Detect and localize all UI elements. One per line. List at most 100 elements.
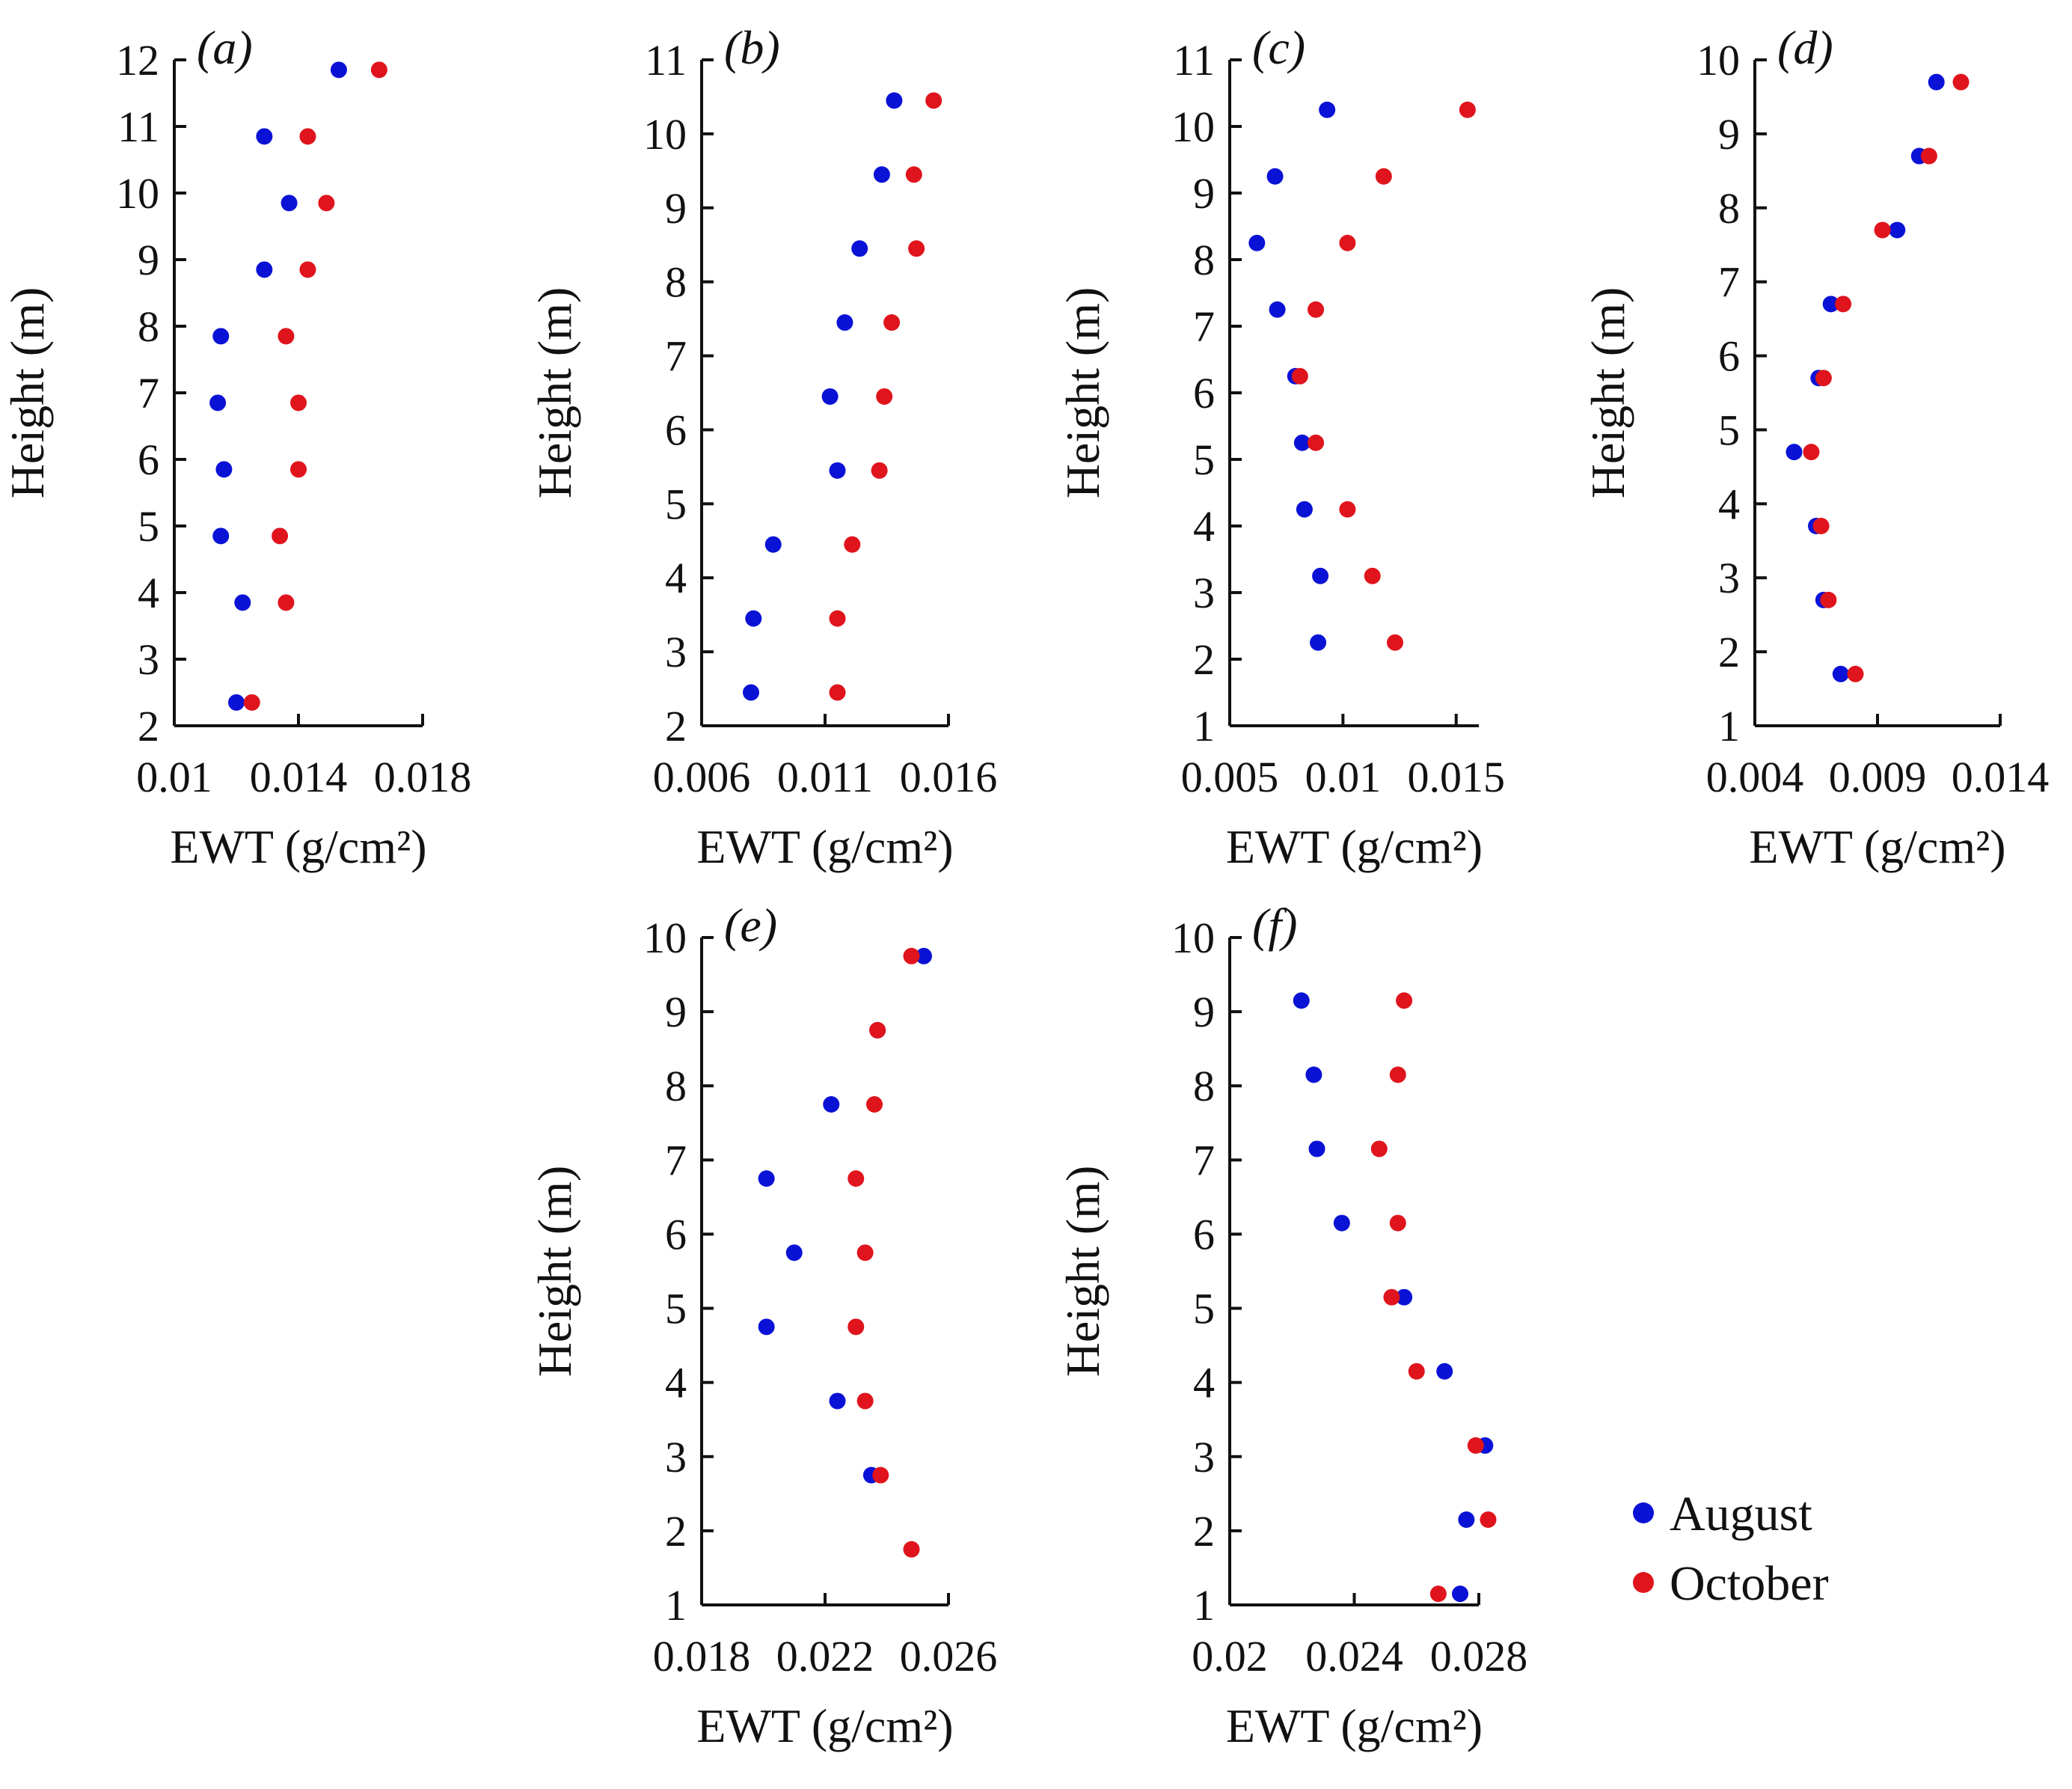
y-tick-label: 10 xyxy=(643,110,687,159)
data-point-october xyxy=(299,261,316,278)
data-point-october xyxy=(1812,518,1830,534)
data-point-august xyxy=(758,1170,775,1187)
y-tick-label: 6 xyxy=(665,406,687,454)
data-point-august xyxy=(1248,234,1266,251)
y-tick-label: 2 xyxy=(665,702,687,750)
x-tick-label: 0.018 xyxy=(653,1632,751,1681)
x-tick-label: 0.014 xyxy=(250,753,348,801)
y-tick-label: 3 xyxy=(665,1433,687,1481)
data-point-october xyxy=(872,1467,889,1484)
data-point-august xyxy=(1312,567,1329,584)
data-point-october xyxy=(1308,434,1325,451)
y-tick-label: 1 xyxy=(1193,1581,1215,1630)
y-tick-label: 10 xyxy=(116,169,159,218)
y-tick-label: 5 xyxy=(138,502,159,551)
data-point-august xyxy=(1452,1585,1469,1603)
y-tick-label: 4 xyxy=(665,554,687,602)
series-august xyxy=(1293,992,1494,1603)
y-tick-label: 7 xyxy=(665,332,687,381)
x-tick-label: 0.016 xyxy=(900,753,998,801)
data-point-august xyxy=(1832,665,1849,682)
data-point-october xyxy=(876,388,893,405)
data-point-october xyxy=(1408,1363,1425,1380)
chart-panel-e: 1 2 3 4 5 6 7 8 9 10 0.018 0.022 0.026 EWT (g/cm²) Hei… xyxy=(528,899,997,1752)
data-point-august xyxy=(1269,301,1286,318)
y-axis-title: Height (m) xyxy=(528,1166,581,1377)
data-point-august xyxy=(743,684,759,701)
x-tick-label: 0.01 xyxy=(136,753,212,801)
y-tick-label: 4 xyxy=(138,569,159,617)
y-tick-label: 5 xyxy=(665,1285,687,1333)
chart-panel-f: 1 2 3 4 5 6 7 8 9 10 0.02 0.024 0.028 EWT (g/cm²) Heig… xyxy=(1056,899,1527,1752)
x-axis-title: EWT (g/cm²) xyxy=(170,820,426,873)
y-axis-title: Height (m) xyxy=(1056,1166,1109,1377)
series-august xyxy=(1786,73,1945,682)
data-point-august xyxy=(916,947,932,964)
y-tick-label: 11 xyxy=(1173,36,1215,85)
x-tick-label: 0.004 xyxy=(1706,753,1804,801)
series-august xyxy=(209,61,347,711)
chart-panel-c: 1 2 3 4 5 6 7 8 9 10 11 0.005 0.01 0.015 EWT (g/cm²) He… xyxy=(1056,21,1505,873)
data-point-october xyxy=(1480,1511,1497,1529)
data-point-august xyxy=(1889,221,1906,239)
x-axis-title: EWT (g/cm²) xyxy=(696,820,953,873)
data-point-august xyxy=(1293,992,1310,1009)
y-tick-label: 9 xyxy=(665,184,687,233)
data-point-august xyxy=(886,92,903,109)
x-tick-label: 0.014 xyxy=(1952,753,2050,801)
data-point-october xyxy=(290,461,307,478)
y-tick-label: 12 xyxy=(116,36,159,85)
y-tick-label: 2 xyxy=(1718,628,1740,676)
series-october xyxy=(1803,73,1970,682)
data-point-october xyxy=(829,610,846,627)
data-point-august xyxy=(1333,1214,1350,1232)
x-tick-label: 0.005 xyxy=(1181,753,1279,801)
x-tick-label: 0.006 xyxy=(653,753,751,801)
data-point-august xyxy=(851,240,868,257)
y-tick-label: 7 xyxy=(1193,1136,1215,1184)
data-point-august xyxy=(758,1318,775,1336)
y-tick-label: 2 xyxy=(1193,1507,1215,1556)
y-tick-label: 3 xyxy=(138,635,159,684)
y-tick-label: 4 xyxy=(665,1359,687,1407)
legend-item-august: August xyxy=(1633,1487,1812,1541)
legend-label-august: August xyxy=(1670,1487,1812,1541)
series-october xyxy=(243,61,387,711)
y-tick-label: 5 xyxy=(1193,1285,1215,1333)
y-tick-label: 10 xyxy=(1171,914,1215,962)
y-tick-label: 2 xyxy=(138,702,159,750)
data-point-august xyxy=(829,462,846,479)
data-point-october xyxy=(1920,147,1937,165)
y-tick-label: 1 xyxy=(665,1581,687,1630)
data-point-october xyxy=(1386,634,1403,651)
y-tick-label: 4 xyxy=(1193,1359,1215,1407)
data-point-august xyxy=(829,1392,846,1410)
data-point-august xyxy=(256,128,273,145)
y-tick-label: 4 xyxy=(1193,502,1215,551)
data-point-october xyxy=(1815,370,1832,387)
y-tick-label: 9 xyxy=(1718,110,1740,159)
y-axis-title: Height (m) xyxy=(1581,287,1634,499)
y-tick-label: 1 xyxy=(1718,702,1740,750)
series-august xyxy=(758,947,932,1484)
y-tick-label: 3 xyxy=(1193,569,1215,617)
y-tick-label: 2 xyxy=(665,1507,687,1556)
data-point-october xyxy=(1847,665,1864,682)
y-tick-label: 9 xyxy=(138,236,159,284)
data-point-august xyxy=(281,195,298,212)
data-point-october xyxy=(844,536,861,553)
data-point-october xyxy=(869,1021,886,1039)
y-tick-label: 3 xyxy=(665,628,687,676)
panel-label: (f) xyxy=(1252,899,1297,952)
data-point-october xyxy=(318,195,335,212)
x-tick-label: 0.026 xyxy=(900,1632,998,1681)
data-point-october xyxy=(856,1244,874,1262)
data-point-august xyxy=(209,394,227,412)
data-point-october xyxy=(1370,1140,1388,1158)
y-axis-title: Height (m) xyxy=(1,287,54,499)
y-tick-label: 7 xyxy=(1193,302,1215,351)
series-october xyxy=(829,92,942,701)
data-point-august xyxy=(764,536,782,553)
data-point-october xyxy=(848,1318,865,1336)
legend-item-october: October xyxy=(1633,1556,1829,1611)
